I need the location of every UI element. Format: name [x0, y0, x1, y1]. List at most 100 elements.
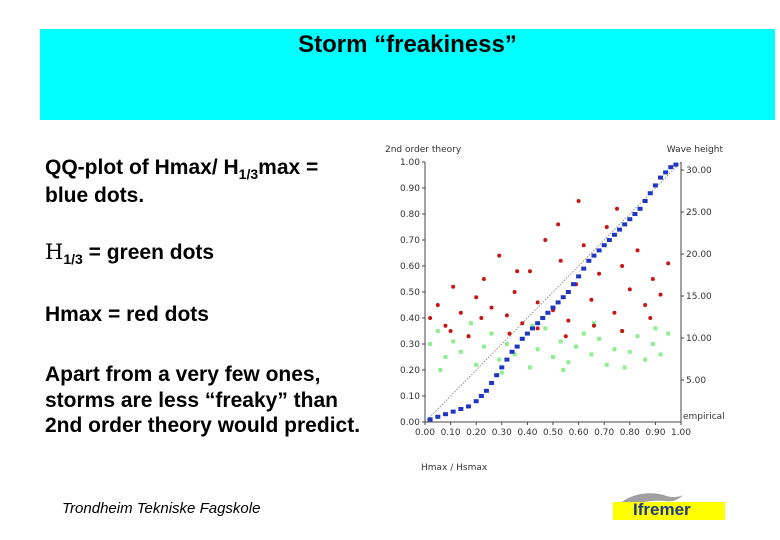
qq-text-suffix: max = blue dots. — [45, 156, 319, 208]
h-subscript: 1/3 — [63, 251, 83, 267]
qq-data-point — [427, 417, 433, 422]
qq-text-prefix: QQ-plot of Hmax/ H — [45, 156, 239, 179]
qq-data-point — [668, 165, 674, 170]
h13-data-point — [622, 365, 627, 370]
hmax-data-point — [666, 261, 671, 266]
x-tick-label: 0.40 — [517, 428, 537, 438]
qq-data-point — [647, 191, 653, 196]
hmax-data-point — [597, 271, 602, 276]
qq-data-point — [591, 253, 597, 258]
hmax-data-point — [520, 321, 525, 326]
qq-data-point — [637, 206, 643, 211]
qq-data-point — [545, 310, 551, 315]
qq-data-point — [601, 243, 607, 248]
left-tick-label: 0.40 — [400, 314, 420, 324]
hmax-data-point — [489, 305, 494, 310]
left-tick-label: 0.30 — [400, 340, 420, 350]
hmax-data-point — [563, 334, 568, 339]
hmax-data-point — [658, 292, 663, 297]
x-tick-label: 0.50 — [543, 428, 563, 438]
hmax-data-point — [589, 297, 594, 302]
h13-data-point — [504, 342, 509, 346]
hmax-data-point — [566, 318, 571, 323]
qq-data-point — [450, 409, 456, 414]
h13-data-point — [561, 368, 566, 372]
right-tick-label: 5.00 — [686, 376, 706, 386]
h13-data-point — [566, 360, 571, 365]
qq-scatter-chart: 0.00 0.10 0.20 0.30 0.40 0.50 0.60 0.70 0.80 0.90… — [385, 145, 725, 473]
left-tick-label: 0.90 — [400, 184, 420, 194]
right-tick-label: 25.00 — [686, 208, 712, 218]
qq-data-point — [540, 316, 546, 320]
hmax-data-point — [543, 238, 548, 242]
right-tick-label: 20.00 — [686, 250, 712, 260]
h13-data-point — [597, 336, 602, 341]
qq-data-point — [483, 388, 489, 393]
h13-data-point — [489, 331, 494, 336]
qq-data-point — [550, 305, 556, 310]
hmax-data-point — [615, 206, 619, 211]
h13-data-point — [650, 342, 655, 346]
qq-data-point — [673, 162, 679, 167]
qq-data-point — [489, 381, 495, 385]
h13-data-point — [499, 370, 504, 375]
h13-data-point — [474, 362, 479, 367]
qq-data-point — [555, 300, 561, 305]
h13-data-point — [627, 349, 632, 354]
left-tick-label: 0.80 — [400, 210, 420, 220]
qq-data-point — [499, 365, 505, 370]
hmax-data-point — [435, 303, 440, 307]
empirical-label: empirical — [683, 412, 725, 422]
qq-data-point — [494, 373, 500, 378]
hmax-data-point — [481, 277, 486, 281]
h13-data-point — [543, 326, 548, 331]
hmax-data-point — [504, 313, 509, 318]
hmax-data-point — [627, 287, 632, 292]
h13-data-point — [666, 331, 671, 336]
qq-data-point — [642, 199, 648, 203]
qq-data-point — [617, 227, 623, 232]
hmax-data-point — [620, 329, 625, 333]
qq-data-point — [535, 321, 541, 326]
qq-data-point — [652, 183, 658, 188]
qq-data-point — [560, 295, 566, 300]
h13-data-point — [589, 352, 594, 357]
hmax-data-point — [527, 269, 532, 274]
h13-data-point — [481, 344, 486, 349]
green-dots-description: H1/3 = green dots — [45, 240, 214, 268]
qq-data-point — [466, 404, 472, 409]
x-tick-label: 0.70 — [594, 428, 614, 438]
left-tick-label: 0.70 — [400, 236, 420, 246]
hmax-data-point — [512, 290, 517, 294]
conclusion-text: Apart from a very few ones, storms are l… — [45, 363, 361, 438]
h13-data-point — [558, 339, 563, 344]
left-tick-label: 1.00 — [400, 158, 420, 168]
right-tick-label: 10.00 — [686, 334, 712, 344]
left-tick-label: 0.10 — [400, 392, 420, 402]
h13-data-point — [497, 357, 502, 362]
h13-data-point — [458, 349, 463, 354]
x-axis-label: Hmax / Hsmax — [421, 463, 488, 473]
h13-data-point — [535, 347, 540, 352]
h13-data-point — [527, 365, 532, 370]
qq-data-point — [576, 274, 582, 279]
x-tick-label: 0.30 — [492, 428, 512, 438]
h13-data-point — [604, 362, 609, 367]
qq-data-point — [519, 336, 525, 341]
x-tick-label: 0.60 — [569, 428, 589, 438]
h13-data-point — [530, 323, 535, 328]
hmax-data-point — [558, 258, 563, 263]
hmax-data-point — [466, 334, 471, 339]
qq-data-point — [622, 222, 628, 227]
hmax-data-point — [643, 303, 648, 307]
hmax-data-point — [443, 323, 448, 328]
h13-data-point — [551, 355, 555, 359]
h13-data-point — [451, 339, 456, 344]
x-tick-label: 0.80 — [620, 428, 640, 438]
qq-text-subscript: 1/3 — [238, 166, 259, 182]
red-dots-description: Hmax = red dots — [45, 303, 209, 326]
qq-data-point — [504, 357, 510, 362]
diagonal-reference-line — [424, 161, 682, 423]
left-tick-label: 0.20 — [400, 366, 420, 376]
footer-text: Trondheim Tekniske Fagskole — [62, 500, 261, 517]
